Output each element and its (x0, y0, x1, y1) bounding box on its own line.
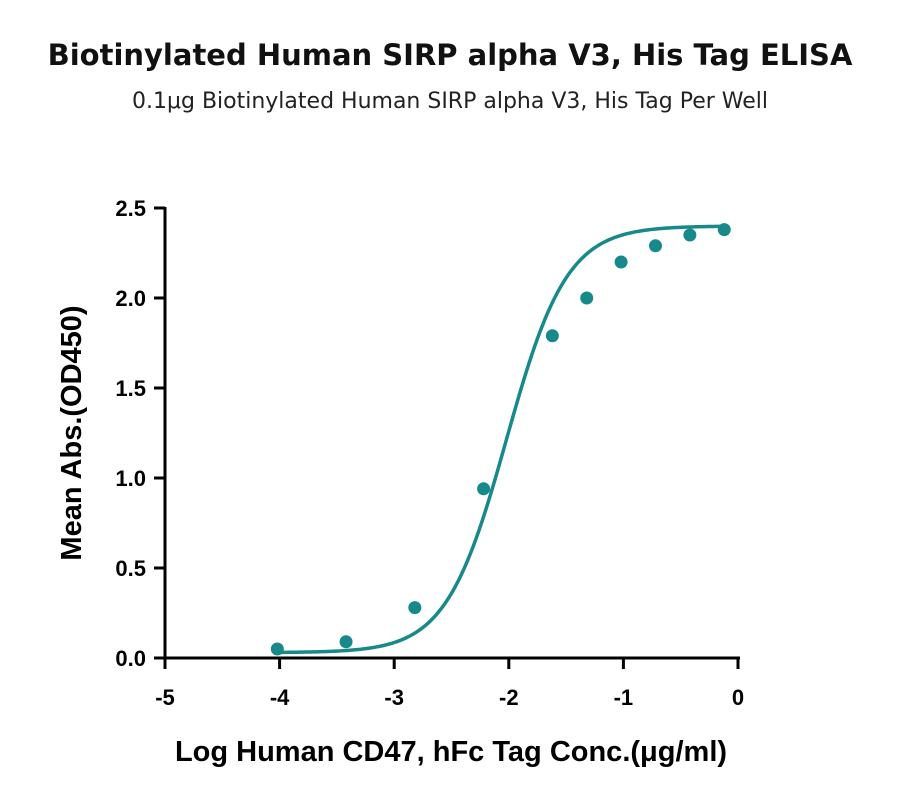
x-tick-label: -4 (270, 685, 290, 710)
data-point (408, 601, 422, 615)
data-point (580, 291, 594, 305)
x-tick-label: -3 (384, 685, 404, 710)
data-point (477, 482, 491, 496)
chart-subtitle: 0.1μg Biotinylated Human SIRP alpha V3, … (132, 89, 768, 114)
x-tick-label: -5 (155, 685, 175, 710)
fit-curve (277, 224, 725, 655)
y-tick-label: 2.0 (115, 286, 146, 311)
axes (163, 207, 740, 660)
data-points (270, 223, 731, 656)
x-tick-label: -2 (499, 685, 519, 710)
data-point (648, 239, 662, 253)
data-point (339, 635, 353, 649)
data-point (614, 255, 628, 269)
y-tick-label: 0.0 (115, 646, 146, 671)
y-tick-label: 0.5 (115, 556, 146, 581)
y-tick-label: 1.0 (115, 466, 146, 491)
y-tick-label: 1.5 (115, 376, 146, 401)
x-axis-title: Log Human CD47, hFc Tag Conc.(μg/ml) (175, 736, 727, 768)
x-tick-label: -1 (614, 685, 634, 710)
data-point (545, 329, 559, 343)
x-tick-label: 0 (732, 685, 744, 710)
data-point (717, 223, 731, 237)
y-axis-title: Mean Abs.(OD450) (56, 305, 88, 560)
y-tick-label: 2.5 (115, 196, 146, 221)
data-point (683, 228, 697, 242)
data-point (270, 642, 284, 656)
chart-title: Biotinylated Human SIRP alpha V3, His Ta… (47, 38, 853, 72)
ticks: 0.0 0.5 1.0 1.5 2.0 2.5 -5 -4 -3 -2 -1 0 (115, 196, 744, 710)
